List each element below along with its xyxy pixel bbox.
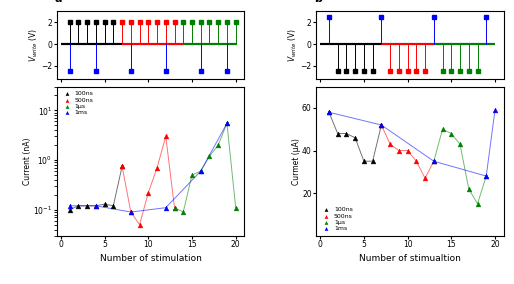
- Y-axis label: Current (nA): Current (nA): [23, 137, 32, 185]
- Legend: 100ns, 500ns, 1μs, 1ms: 100ns, 500ns, 1μs, 1ms: [60, 90, 95, 117]
- Text: b: b: [314, 0, 322, 5]
- Y-axis label: Curmet (μA): Curmet (μA): [291, 138, 301, 185]
- Y-axis label: $V_{write}$ (V): $V_{write}$ (V): [27, 28, 40, 62]
- Text: a: a: [54, 0, 62, 5]
- X-axis label: Number of stimulation: Number of stimulation: [100, 254, 201, 264]
- X-axis label: Number of stimualtion: Number of stimualtion: [359, 254, 461, 264]
- Legend: 100ns, 500ns, 1μs, 1ms: 100ns, 500ns, 1μs, 1ms: [319, 206, 354, 233]
- Y-axis label: $V_{write}$ (V): $V_{write}$ (V): [287, 28, 299, 62]
